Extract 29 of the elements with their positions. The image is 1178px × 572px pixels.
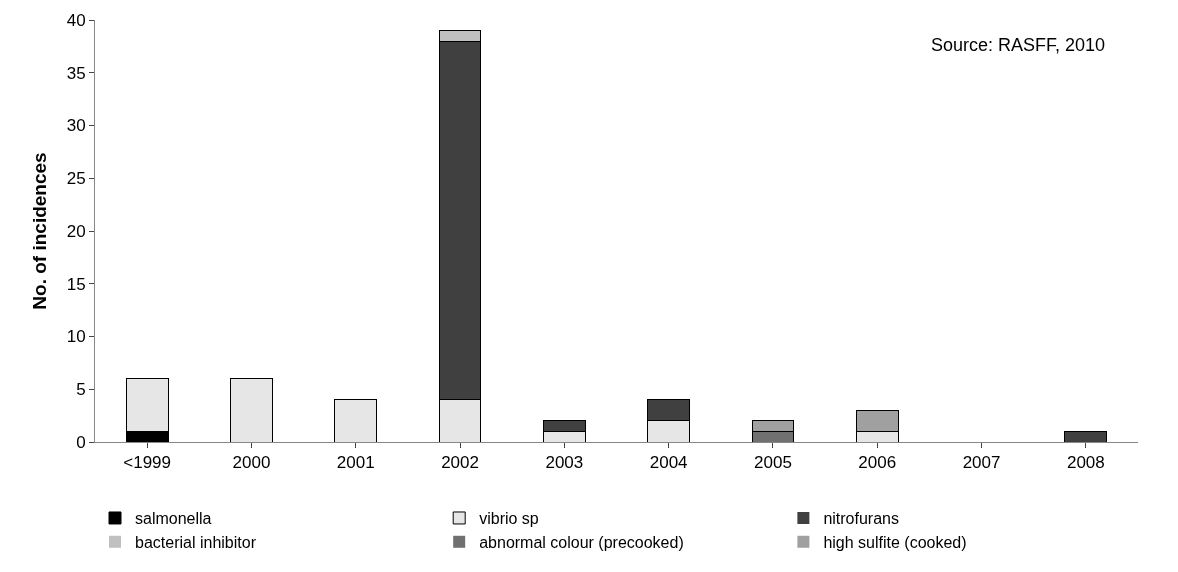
y-tick-label: 35 bbox=[66, 63, 86, 83]
bar bbox=[334, 399, 378, 442]
y-tick-label: 15 bbox=[66, 274, 86, 294]
y-tick-label: 30 bbox=[66, 116, 86, 136]
y-axis-title: No. of incidences bbox=[28, 152, 50, 310]
annotation: Source: RASFF, 2010 bbox=[931, 35, 1106, 55]
x-tick-label: 2006 bbox=[858, 453, 897, 473]
legend-label: vibrio sp bbox=[479, 510, 539, 528]
y-tick-label: 20 bbox=[66, 221, 86, 241]
x-tick-label: 2000 bbox=[232, 453, 271, 473]
legend-label: abnormal colour (precooked) bbox=[479, 534, 684, 552]
x-tick-label: 2005 bbox=[754, 453, 792, 473]
y-tick-label: 0 bbox=[76, 432, 86, 452]
y-tick-label: 10 bbox=[66, 327, 86, 347]
y-tick-label: 5 bbox=[76, 380, 86, 400]
y-tick-label: 40 bbox=[66, 10, 86, 30]
x-tick-label: <1999 bbox=[123, 453, 172, 473]
legend-label: salmonella bbox=[135, 510, 212, 528]
x-tick-label: 2003 bbox=[545, 453, 584, 473]
bar bbox=[230, 378, 273, 442]
legend-label: high sulfite (cooked) bbox=[823, 534, 967, 552]
x-tick-label: 2004 bbox=[649, 453, 688, 473]
x-tick-label: 2002 bbox=[441, 453, 479, 473]
y-tick-label: 25 bbox=[66, 169, 86, 189]
x-tick-label: 2007 bbox=[962, 453, 1001, 473]
legend-label: nitrofurans bbox=[823, 510, 899, 528]
x-tick-label: 2008 bbox=[1066, 453, 1105, 473]
legend-label: bacterial inhibitor bbox=[135, 534, 257, 552]
x-tick-label: 2001 bbox=[336, 453, 375, 473]
